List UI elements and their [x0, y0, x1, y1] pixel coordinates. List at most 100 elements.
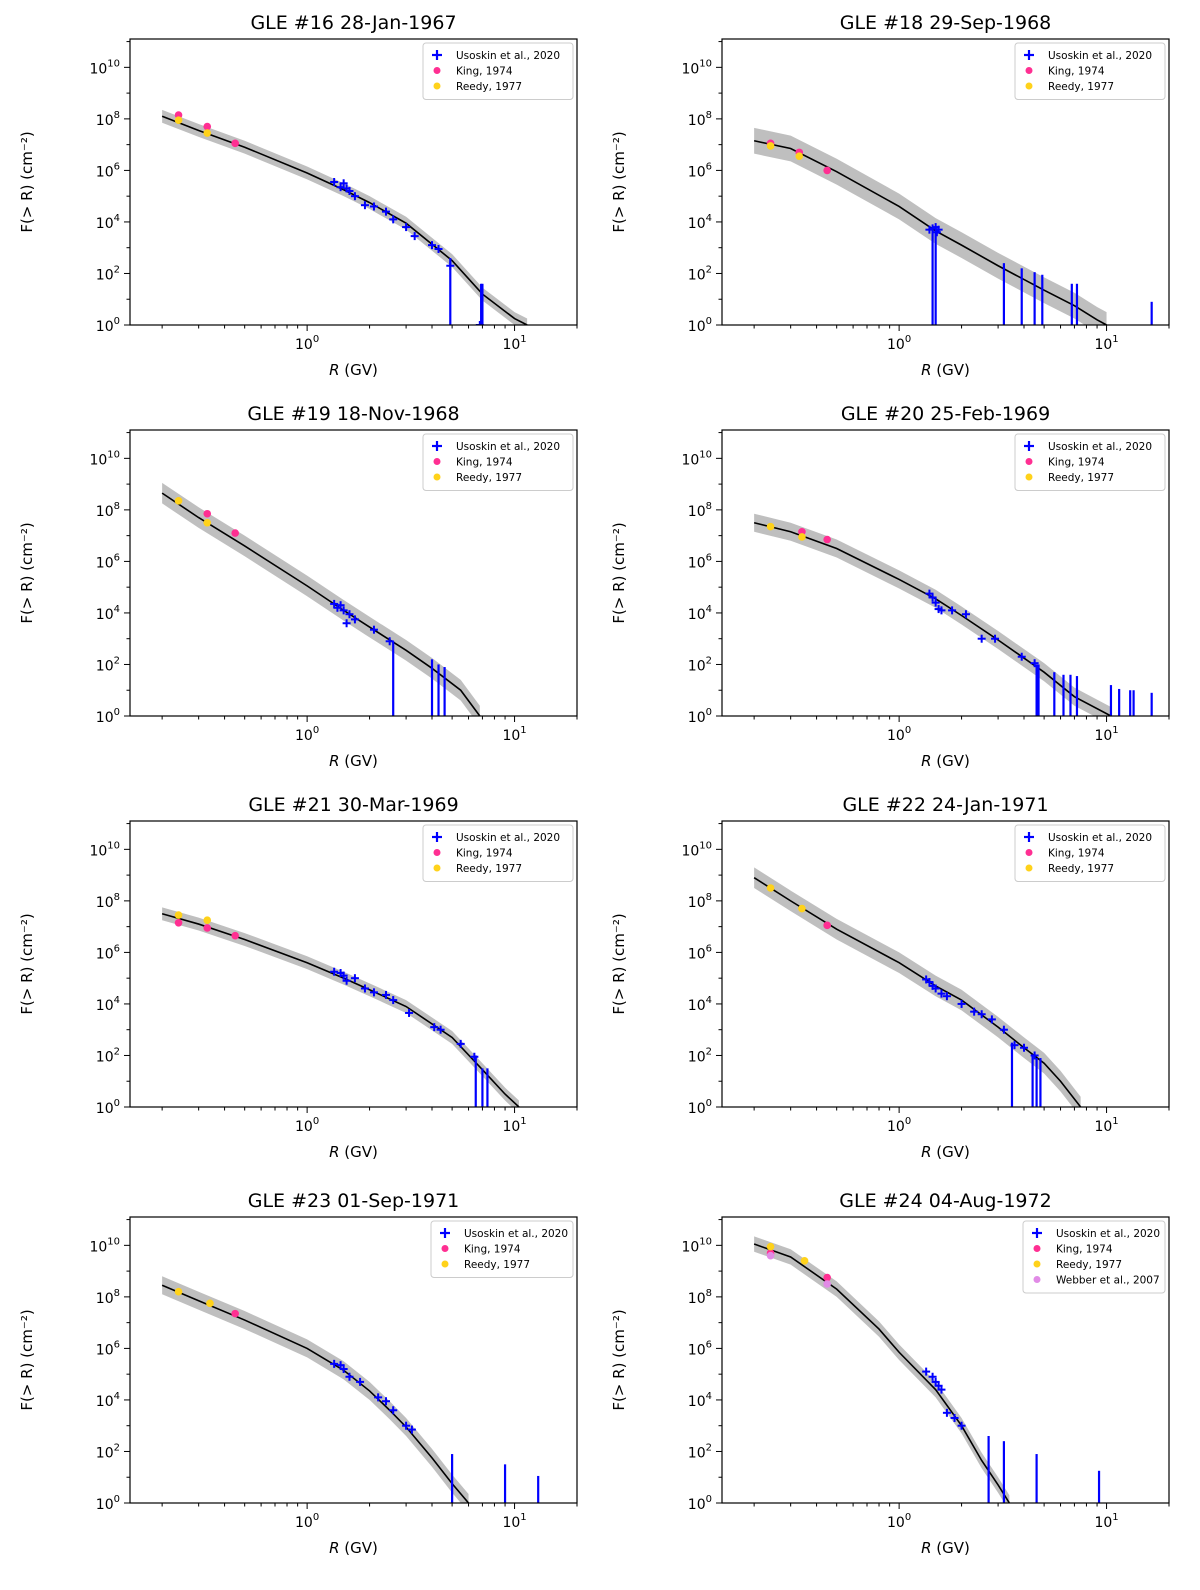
legend: Usoskin et al., 2020 King, 1974 Reedy, 197… [1014, 824, 1166, 882]
y-tick-label-exp: 10 [699, 58, 712, 69]
y-tick-label: 1010 [89, 1236, 120, 1255]
y-tick-label: 106 [688, 943, 712, 962]
x-axis-label: R (GV) [329, 1539, 378, 1557]
x-axis-label: R (GV) [921, 1143, 970, 1161]
usoskin-point [1017, 652, 1026, 661]
legend-label: King, 1974 [456, 848, 513, 860]
y-tick-label: 104 [96, 604, 120, 623]
x-tick-label: 101 [502, 1116, 526, 1135]
y-tick-label: 104 [688, 995, 712, 1014]
x-tick-label-base: 10 [887, 1119, 905, 1135]
legend-marker [433, 864, 441, 872]
x-tick-label: 100 [295, 725, 319, 744]
usoskin-point [389, 1406, 398, 1415]
usoskin-point [330, 967, 339, 976]
usoskin-point [402, 223, 411, 232]
y-tick-label: 106 [96, 1339, 120, 1358]
y-axis-label: F(> R) (cm⁻²) [610, 913, 628, 1014]
chart-title: GLE #19 18-Nov-1968 [247, 403, 459, 425]
reedy-point [800, 1257, 809, 1265]
x-axis-unit: (GV) [932, 752, 970, 770]
y-tick-label: 1010 [681, 1236, 712, 1255]
y-tick-label: 100 [96, 316, 120, 335]
y-tick-label-exp: 2 [706, 264, 712, 275]
legend-marker [433, 473, 441, 481]
usoskin-point [336, 601, 345, 610]
usoskin-point [345, 1372, 354, 1381]
y-tick-label-base: 10 [89, 843, 107, 859]
y-tick-label: 1010 [89, 840, 120, 859]
y-tick-label-exp: 4 [706, 213, 712, 224]
usoskin-point [389, 215, 398, 224]
x-tick-label-exp: 0 [313, 334, 319, 345]
x-tick-label-exp: 0 [313, 1116, 319, 1127]
y-tick-label: 106 [96, 943, 120, 962]
y-tick-label: 104 [688, 213, 712, 232]
y-tick-label-base: 10 [688, 1342, 706, 1358]
y-tick-label: 104 [96, 1391, 120, 1410]
usoskin-point [1030, 1051, 1039, 1060]
y-tick-label-base: 10 [96, 658, 114, 674]
x-tick-label-exp: 0 [905, 725, 911, 736]
legend: Usoskin et al., 2020 King, 1974 Reedy, 197… [1014, 433, 1166, 491]
y-tick-label-base: 10 [688, 710, 706, 726]
usoskin-point [339, 971, 348, 980]
legend-marker [433, 458, 441, 465]
y-tick-label: 102 [688, 264, 712, 283]
axes-frame [721, 820, 1170, 1108]
legend-label: Usoskin et al., 2020 [1056, 1228, 1160, 1240]
y-tick-label-base: 10 [96, 1445, 114, 1461]
king-point [231, 529, 239, 537]
legend-marker [433, 849, 441, 856]
y-tick-label-base: 10 [96, 113, 114, 129]
king-point [231, 1309, 239, 1318]
legend-label: King, 1974 [456, 66, 513, 78]
y-tick-label-base: 10 [688, 555, 706, 571]
legend-box [1014, 42, 1166, 100]
x-axis-label: R (GV) [329, 361, 378, 379]
x-tick-label: 100 [295, 334, 319, 353]
x-tick-label-base: 10 [502, 728, 520, 744]
legend: Usoskin et al., 2020 King, 1974 Reedy, 197… [1022, 1220, 1166, 1294]
y-tick-label-base: 10 [688, 1497, 706, 1513]
y-tick-label-exp: 2 [706, 1442, 712, 1453]
usoskin-point [937, 989, 946, 998]
y-tick-label-base: 10 [688, 164, 706, 180]
usoskin-point [942, 1408, 951, 1417]
y-tick-label-exp: 8 [114, 110, 120, 121]
usoskin-point [381, 990, 390, 999]
y-tick-label-exp: 8 [706, 892, 712, 903]
legend-box [422, 824, 574, 882]
usoskin-point [1020, 1043, 1029, 1052]
usoskin-point [931, 984, 940, 993]
y-tick-label: 102 [688, 1442, 712, 1461]
y-tick-label-base: 10 [96, 895, 114, 911]
legend-label: Reedy, 1977 [1048, 472, 1114, 484]
usoskin-point [957, 1421, 966, 1430]
usoskin-point [402, 1421, 411, 1430]
x-axis-var: R [329, 361, 339, 379]
x-axis-unit: (GV) [340, 361, 378, 379]
plot-area [753, 127, 1153, 325]
chart-title: GLE #16 28-Jan-1967 [250, 12, 456, 34]
x-tick-label-exp: 1 [520, 725, 526, 736]
usoskin-point [369, 988, 378, 997]
legend-label: Usoskin et al., 2020 [456, 441, 560, 453]
y-tick-label: 1010 [89, 58, 120, 77]
reedy-point [203, 518, 212, 527]
y-tick-label-exp: 0 [706, 1494, 712, 1505]
legend-marker [433, 67, 441, 74]
usoskin-point [374, 1393, 383, 1402]
y-tick-label-exp: 0 [706, 316, 712, 327]
legend-label: Usoskin et al., 2020 [1048, 50, 1152, 62]
usoskin-point [339, 1365, 348, 1374]
usoskin-point [410, 232, 419, 241]
y-tick-label-base: 10 [96, 319, 114, 335]
y-tick-label: 106 [96, 161, 120, 180]
y-tick-label-base: 10 [96, 1394, 114, 1410]
y-tick-label-exp: 0 [114, 1098, 120, 1109]
x-tick-label: 101 [502, 725, 526, 744]
